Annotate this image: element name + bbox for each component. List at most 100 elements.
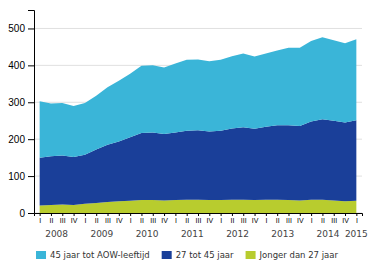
y-tick-label: 400	[8, 60, 25, 71]
x-tick-mark	[130, 213, 131, 216]
x-axis-line	[35, 214, 363, 217]
x-tick-label: I	[175, 217, 177, 224]
area	[40, 37, 357, 157]
y-tick-label: 100	[8, 171, 25, 182]
x-tick-mark	[345, 213, 346, 216]
x-tick-label: IV	[297, 217, 304, 224]
x-tick: I	[311, 213, 313, 224]
x-tick: II	[321, 213, 325, 224]
x-tick-mark	[62, 213, 63, 216]
x-tick: II	[140, 213, 144, 224]
x-tick-label: I	[220, 217, 222, 224]
legend-label: Jonger dan 27 jaar	[259, 250, 339, 260]
x-tick: I	[130, 213, 132, 224]
grid	[34, 28, 362, 213]
x-tick-mark	[255, 213, 256, 216]
x-tick-mark	[266, 213, 267, 216]
x-tick: I	[356, 213, 358, 224]
x-tick-mark	[85, 213, 86, 216]
x-tick-mark	[311, 213, 312, 216]
y-axis-line	[28, 11, 35, 214]
legend-label: 27 tot 45 jaar	[176, 250, 234, 260]
grid-line	[34, 28, 362, 29]
year-label: 2009	[90, 229, 113, 239]
x-tick-mark	[243, 213, 244, 216]
x-tick-mark	[175, 213, 176, 216]
x-tick-mark	[187, 213, 188, 216]
x-tick: III	[60, 213, 66, 224]
year-label: 2014	[317, 229, 340, 239]
x-tick: III	[241, 213, 247, 224]
x-axis: IIIIIIIVIIIIIIIVIIIIIIIVIIIIIIIVIIIIIIIV…	[35, 213, 363, 224]
x-tick-label: III	[150, 217, 156, 224]
x-tick-label: I	[356, 217, 358, 224]
x-tick: IV	[297, 213, 304, 224]
x-tick-mark	[74, 213, 75, 216]
y-tick: 0	[19, 208, 34, 219]
x-tick: II	[185, 213, 189, 224]
x-tick-label: III	[105, 217, 111, 224]
x-tick-mark	[51, 213, 52, 216]
x-tick-mark	[288, 213, 289, 216]
x-tick: IV	[161, 213, 168, 224]
legend-swatch	[162, 251, 172, 259]
x-tick-label: IV	[252, 217, 259, 224]
y-tick-mark	[28, 139, 34, 140]
x-tick: II	[230, 213, 234, 224]
x-tick: I	[220, 213, 222, 224]
x-tick-mark	[108, 213, 109, 216]
chart: 0100200300400500IIIIIIIVIIIIIIIVIIIIIIIV…	[0, 0, 374, 265]
year-label: 2015	[345, 229, 368, 239]
y-tick-mark	[28, 65, 34, 66]
y-tick-label: 0	[19, 208, 25, 219]
x-tick-mark	[300, 213, 301, 216]
x-tick-mark	[198, 213, 199, 216]
x-tick-label: II	[50, 217, 54, 224]
x-tick-mark	[153, 213, 154, 216]
x-tick-label: III	[241, 217, 247, 224]
x-tick: III	[196, 213, 202, 224]
x-tick: II	[50, 213, 54, 224]
y-tick: 300	[8, 97, 34, 108]
legend-item: 27 tot 45 jaar	[162, 250, 234, 260]
year-label: 2010	[136, 229, 159, 239]
x-tick-label: II	[230, 217, 234, 224]
year-label: 2008	[45, 229, 68, 239]
y-tick-mark	[28, 176, 34, 177]
x-tick-label: II	[276, 217, 280, 224]
plot: 0100200300400500IIIIIIIVIIIIIIIVIIIIIIIV…	[8, 11, 367, 240]
x-tick-mark	[356, 213, 357, 216]
y-tick-mark	[28, 213, 34, 214]
y-tick: 400	[8, 60, 34, 71]
x-tick: III	[286, 213, 292, 224]
x-tick-mark	[141, 213, 142, 216]
x-tick-mark	[164, 213, 165, 216]
x-tick-mark	[334, 213, 335, 216]
legend-item: Jonger dan 27 jaar	[246, 250, 339, 260]
x-tick-label: II	[95, 217, 99, 224]
x-tick-label: IV	[206, 217, 213, 224]
x-tick-mark	[221, 213, 222, 216]
x-tick: IV	[206, 213, 213, 224]
y-tick: 100	[8, 171, 34, 182]
x-tick-label: I	[84, 217, 86, 224]
year-label: 2011	[181, 229, 204, 239]
x-tick-label: I	[130, 217, 132, 224]
x-tick: II	[276, 213, 280, 224]
x-tick: III	[105, 213, 111, 224]
x-tick: IV	[342, 213, 349, 224]
x-tick-label: III	[286, 217, 292, 224]
x-tick: I	[175, 213, 177, 224]
x-tick-label: II	[185, 217, 189, 224]
y-tick-label: 300	[8, 97, 25, 108]
x-tick-label: I	[265, 217, 267, 224]
x-tick-mark	[322, 213, 323, 216]
x-tick: IV	[116, 213, 123, 224]
y-tick-mark	[28, 28, 34, 29]
x-tick: IV	[71, 213, 78, 224]
x-tick: IV	[252, 213, 259, 224]
x-tick-label: III	[196, 217, 202, 224]
x-tick: I	[265, 213, 267, 224]
legend-swatch	[36, 251, 46, 259]
legend-item: 45 jaar tot AOW-leeftijd	[36, 250, 150, 260]
